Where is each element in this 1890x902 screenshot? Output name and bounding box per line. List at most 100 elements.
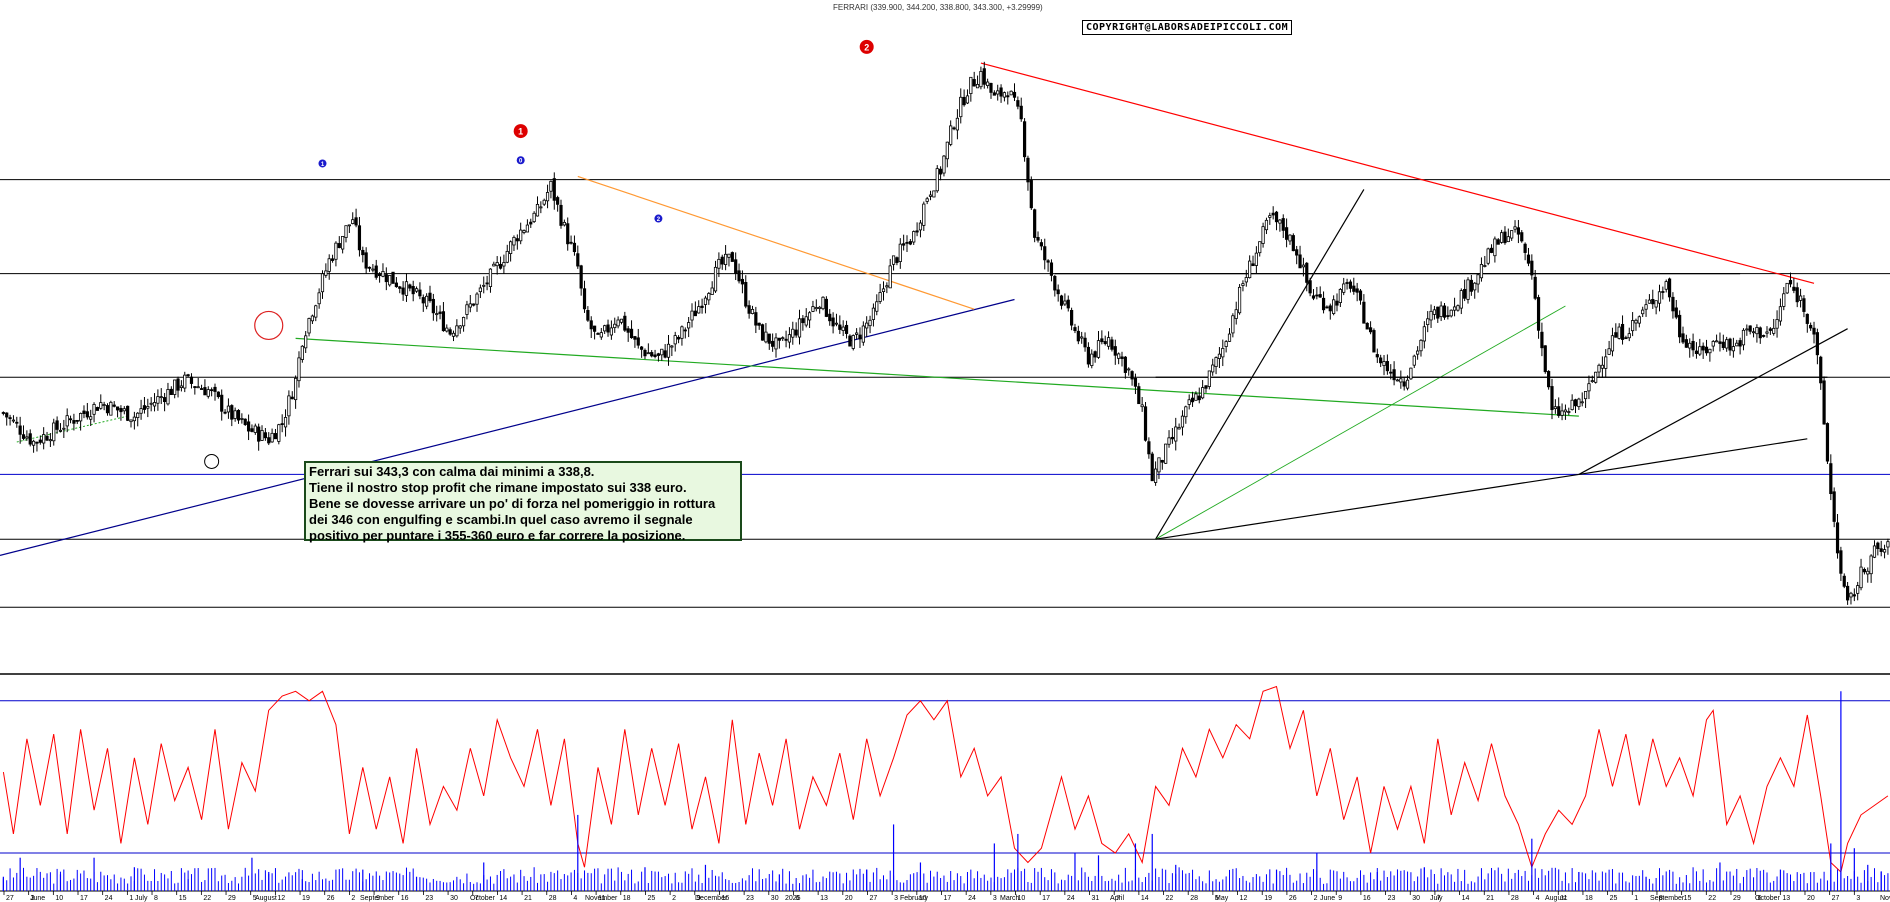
day-label: 25 xyxy=(647,895,655,902)
candle-body xyxy=(1422,326,1426,342)
candle-body xyxy=(1063,300,1067,305)
candle-body xyxy=(535,204,540,217)
candle-body xyxy=(1086,346,1091,365)
candle-body xyxy=(1469,279,1473,292)
candle-body xyxy=(236,409,241,421)
candle-body xyxy=(1479,264,1484,279)
month-label: December xyxy=(695,895,728,902)
candle-body xyxy=(1540,331,1544,349)
candle-body xyxy=(206,389,210,397)
candle-body xyxy=(1674,307,1678,318)
candle-body xyxy=(935,168,939,192)
candle-body xyxy=(246,421,251,432)
candle-body xyxy=(334,242,338,260)
candle-body xyxy=(1395,379,1400,382)
candle-body xyxy=(589,320,593,330)
candle-body xyxy=(1446,315,1450,317)
candle-body xyxy=(885,285,889,288)
candle-body xyxy=(1846,585,1850,601)
trendlines xyxy=(0,62,1848,556)
candle-body xyxy=(351,219,355,224)
candle-body xyxy=(1106,337,1111,347)
candle-body xyxy=(1201,387,1205,399)
candle-body xyxy=(750,308,755,314)
candle-body xyxy=(1355,288,1359,293)
candle-body xyxy=(1762,335,1766,337)
day-label: 22 xyxy=(1166,895,1174,902)
candle-body xyxy=(1009,90,1013,96)
candle-body xyxy=(451,332,456,337)
candle-body xyxy=(1419,339,1423,352)
candle-body xyxy=(989,82,993,93)
candle-body xyxy=(683,329,687,332)
green-fan-line xyxy=(1155,305,1566,540)
day-label: 14 xyxy=(1462,895,1470,902)
candle-body xyxy=(1573,399,1578,407)
candle-body xyxy=(1315,294,1319,297)
candle-body xyxy=(992,92,996,96)
candle-body xyxy=(82,410,86,414)
candle-body xyxy=(1755,327,1759,335)
candle-body xyxy=(176,378,180,391)
day-label: 7 xyxy=(1116,895,1120,902)
candle-body xyxy=(1012,91,1017,98)
candle-body xyxy=(1741,329,1746,346)
candle-body xyxy=(734,259,738,274)
comment-line: positivo per puntare i 355-360 euro e fa… xyxy=(309,528,686,543)
candle-body xyxy=(690,310,694,321)
day-label: 9 xyxy=(697,895,701,902)
candle-body xyxy=(1100,338,1104,343)
candle-body xyxy=(1073,327,1077,332)
candle-body xyxy=(341,235,345,250)
price-levels xyxy=(0,179,1890,608)
candle-body xyxy=(1392,369,1396,381)
dotted-trendline xyxy=(16,415,128,443)
month-label: November xyxy=(585,895,618,902)
candle-body xyxy=(1231,315,1235,334)
candle-body xyxy=(391,271,395,284)
candle-body xyxy=(525,224,530,233)
candle-body xyxy=(724,253,728,265)
candle-body xyxy=(1311,295,1316,299)
comment-box: Ferrari sui 343,3 con calma dai minimi a… xyxy=(304,461,742,543)
candle-body xyxy=(1180,415,1185,428)
candle-body xyxy=(777,337,781,341)
candle-body xyxy=(1513,226,1517,230)
day-label: 6 xyxy=(1758,895,1762,902)
candle-body xyxy=(1567,411,1571,413)
candle-body xyxy=(781,337,785,340)
day-label: 17 xyxy=(944,895,952,902)
candle-body xyxy=(461,317,466,327)
candle-body xyxy=(1332,299,1336,314)
candle-body xyxy=(468,303,472,308)
candle-body xyxy=(270,432,274,443)
candle-body xyxy=(367,266,372,269)
candle-body xyxy=(784,338,788,341)
candle-body xyxy=(1667,278,1672,298)
candle-body xyxy=(1876,542,1880,550)
day-label: 12 xyxy=(1240,895,1248,902)
candle-body xyxy=(337,243,341,249)
candle-body xyxy=(1510,230,1514,239)
candle-body xyxy=(418,289,422,297)
comment-line: Tiene il nostro stop profit che rimane i… xyxy=(309,480,687,495)
candle-body xyxy=(492,263,496,267)
wave-label-dot xyxy=(516,156,525,165)
candle-body xyxy=(821,296,825,310)
candle-body xyxy=(1842,575,1846,587)
candle-body xyxy=(1869,555,1873,575)
candle-body xyxy=(609,327,613,336)
candle-body xyxy=(374,265,378,278)
candle-body xyxy=(28,433,32,445)
candle-body xyxy=(502,262,506,267)
candle-body xyxy=(1026,157,1030,183)
day-label: 4 xyxy=(1536,895,1540,902)
candle-body xyxy=(398,286,402,289)
candle-body xyxy=(18,425,22,435)
candle-body xyxy=(203,387,207,396)
candle-body xyxy=(925,198,929,202)
candle-body xyxy=(233,410,237,419)
day-label: 9 xyxy=(376,895,380,902)
time-axis: 27 3 10 17 24 1 8 15 22 29 5 12 19 26 2 9 16 23 30 7 14 21 28 4… xyxy=(3,891,1890,902)
candle-body xyxy=(1785,282,1789,294)
